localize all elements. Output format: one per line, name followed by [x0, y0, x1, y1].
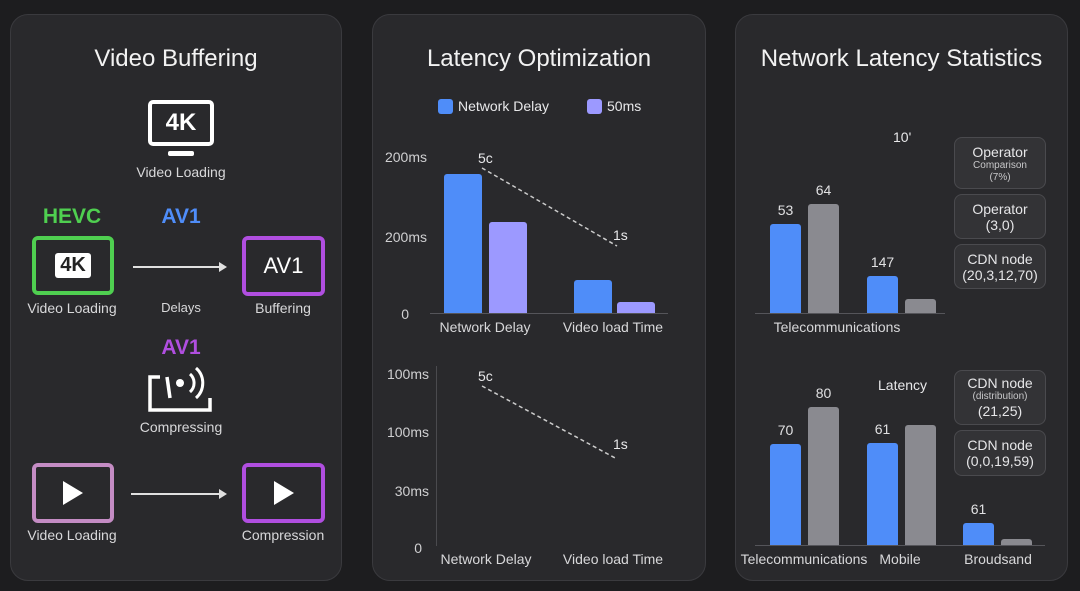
bar	[905, 425, 936, 545]
av1-buffer-box: AV1	[242, 236, 325, 296]
legend-swatch-network-delay	[438, 99, 453, 114]
card-detail: (21,25)	[977, 403, 1023, 419]
bar	[489, 221, 527, 313]
arrow-right-icon-2	[131, 493, 223, 495]
latency-annotation: Latency	[878, 377, 928, 393]
play-icon	[63, 481, 83, 505]
arrow-head	[219, 262, 227, 272]
x-tick-label: Video load Time	[562, 319, 664, 335]
x-axis	[755, 313, 945, 314]
bar	[617, 302, 655, 313]
bar	[444, 173, 482, 313]
x-tick-label: Broudsand	[964, 551, 1032, 567]
arrow-head-2	[219, 489, 227, 499]
x-tick-label: Network Delay	[439, 319, 531, 335]
y-tick: 0	[414, 540, 422, 556]
y-tick: 200ms	[384, 229, 427, 245]
panel-title: Network Latency Statistics	[760, 45, 1043, 72]
cdn-node-card-2: CDN node (0,0,19,59)	[954, 430, 1046, 476]
play-video-loading-label: Video Loading	[27, 527, 117, 543]
hevc-video-loading-label: Video Loading	[27, 300, 117, 316]
buffering-label: Buffering	[255, 300, 311, 316]
play-icon	[273, 481, 294, 505]
operator-card: Operator (3,0)	[954, 194, 1046, 239]
card-title: CDN node	[967, 251, 1033, 267]
data-label: 147	[870, 254, 895, 271]
bar	[867, 442, 898, 545]
annotation-1s: 1s	[613, 227, 628, 243]
av1-label-purple: AV1	[161, 336, 201, 359]
card-detail: (3,0)	[985, 217, 1015, 233]
data-label: 61	[874, 420, 891, 437]
monitor-4k-icon: 4K	[148, 100, 214, 146]
card-detail: (20,3,12,70)	[962, 267, 1038, 283]
data-label: 64	[815, 182, 832, 199]
bar	[867, 276, 898, 313]
legend-swatch-50ms	[587, 99, 602, 114]
compression-label: Compression	[241, 527, 325, 543]
data-label: 61	[970, 500, 987, 517]
cdn-distribution-card: CDN node (distribution) (21,25)	[954, 370, 1046, 425]
card-title: CDN node	[967, 437, 1033, 453]
bar	[770, 224, 801, 313]
card-sub: Comparison	[973, 160, 1027, 171]
annotation-10: 10'	[893, 129, 912, 145]
card-detail: (7%)	[989, 172, 1011, 183]
compressing-label: Compressing	[139, 419, 223, 435]
data-label: 80	[815, 385, 832, 402]
x-tick-label: Telecommunications	[740, 551, 868, 567]
hevc-4k-box: 4K	[32, 236, 114, 295]
av1-label-blue: AV1	[161, 205, 201, 228]
legend-network-delay: Network Delay	[458, 98, 550, 114]
x-axis	[755, 545, 1045, 546]
monitor-label: Video Loading	[136, 164, 226, 180]
legend-50ms: 50ms	[607, 98, 642, 114]
card-title: CDN node	[967, 375, 1033, 391]
arrow-right-icon	[133, 266, 223, 268]
trend-line-1	[481, 167, 618, 247]
annotation-5c: 5c	[478, 368, 493, 384]
play-box-loading	[32, 463, 114, 523]
y-tick: 30ms	[394, 483, 429, 499]
annotation-5c: 5c	[478, 150, 493, 166]
x-tick-label: Video load Time	[562, 551, 664, 567]
y-axis	[436, 366, 437, 546]
operator-comparison-card: Operator Comparison (7%)	[954, 137, 1046, 189]
bar	[808, 204, 839, 313]
monitor-badge: 4K	[165, 109, 197, 136]
monitor-stand	[168, 151, 194, 156]
delays-label: Delays	[161, 300, 201, 315]
av1-box-text: AV1	[263, 253, 304, 278]
bar	[1001, 538, 1032, 545]
y-tick: 0	[401, 306, 409, 322]
trend-line-2	[481, 385, 618, 460]
y-tick: 200ms	[384, 149, 427, 165]
y-tick: 100ms	[386, 366, 429, 382]
panel-title: Video Buffering	[94, 45, 258, 72]
bar	[963, 522, 994, 545]
annotation-1s: 1s	[613, 436, 628, 452]
card-title: Operator	[972, 144, 1028, 160]
y-tick: 100ms	[386, 424, 429, 440]
bar	[808, 407, 839, 545]
x-tick-label: Telecommunications	[773, 319, 901, 335]
card-detail: (0,0,19,59)	[966, 453, 1034, 469]
card-title: Operator	[972, 201, 1028, 217]
x-tick-label: Network Delay	[440, 551, 532, 567]
data-label: 53	[777, 202, 794, 219]
bar	[905, 299, 936, 313]
card-sub: (distribution)	[972, 391, 1028, 402]
panel-title: Latency Optimization	[426, 45, 652, 72]
4k-badge: 4K	[55, 253, 91, 278]
latency-optimization-panel: Latency Optimization	[372, 14, 706, 581]
bar	[574, 280, 612, 313]
bar	[770, 444, 801, 545]
play-box-compression	[242, 463, 325, 523]
hevc-label: HEVC	[42, 205, 102, 228]
cdn-node-card: CDN node (20,3,12,70)	[954, 244, 1046, 289]
data-label: 70	[777, 422, 794, 439]
x-axis	[430, 313, 668, 314]
x-tick-label: Mobile	[879, 551, 921, 567]
